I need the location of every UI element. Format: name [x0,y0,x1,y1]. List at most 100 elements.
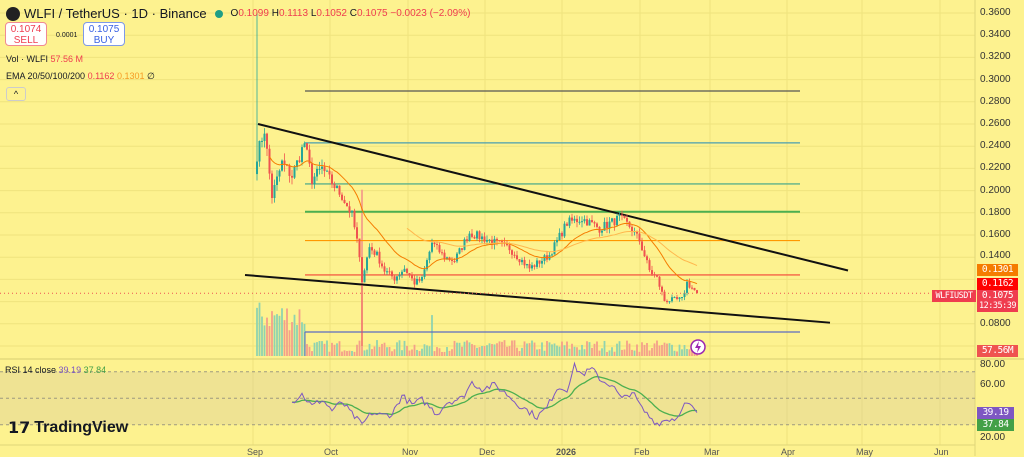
symbol-tag: WLFIUSDT [932,290,976,302]
rsi-ma-tag: 37.84 [977,419,1014,431]
candle-body [353,210,356,228]
rsi-axis-label: 80.00 [980,359,1006,370]
candle-body [533,265,536,267]
volume-bar [593,343,596,356]
volume-bar [558,346,561,356]
volume-bar [538,349,541,356]
candle-body [553,242,556,255]
volume-bar [403,340,406,356]
tradingview-logo[interactable]: 𝟭𝟳 TradingView [8,419,129,437]
candle-body [613,218,616,226]
candle-body [658,276,661,287]
candle-body [538,260,541,264]
symbol-title[interactable]: WLFI / TetherUS · 1D · Binance [24,6,207,21]
candle-body [281,160,283,171]
candle-body [551,254,553,256]
candle-body [631,226,633,233]
candle-body [696,290,698,294]
candle-body [646,256,648,261]
time-axis-label: Oct [324,447,339,457]
candle-body [618,214,621,216]
volume-bar [311,351,313,356]
volume-tag: 57.56M [977,345,1018,357]
volume-legend[interactable]: Vol · WLFI 57.56 M [6,54,84,64]
volume-bar [363,350,366,356]
lower-trendline [244,273,831,324]
candle-body [638,233,641,242]
volume-bar [466,340,468,356]
candle-body [438,244,441,253]
time-axis-label: Dec [479,447,496,457]
volume-bar [573,346,576,356]
volume-bar [601,348,603,356]
volume-bar [548,342,551,356]
volume-bar [598,350,601,356]
ema-legend[interactable]: EMA 20/50/100/200 0.1162 0.1301 ∅ [6,71,155,81]
candle-body [473,236,476,239]
candle-body [346,203,348,207]
volume-bar [351,350,353,356]
ema50-price-tag: 0.1301 [977,264,1018,276]
volume-bar [378,346,381,356]
candle-body [313,176,316,184]
volume-bar [473,345,476,356]
candle-body [356,227,358,239]
candle-body [576,218,578,223]
candle-body [588,220,591,226]
candle-body [303,143,306,148]
candle-body [676,297,678,299]
candle-body [671,297,673,302]
price-axis-label: 0.2000 [980,184,1011,196]
candle-body [383,266,386,272]
collapse-legend-button[interactable]: ^ [6,87,26,101]
volume-bar [411,349,413,356]
volume-bar [306,344,308,356]
candle-body [343,199,346,204]
volume-bar [531,340,533,356]
candle-body [641,241,643,251]
candle-body [311,163,313,184]
candle-body [558,232,561,241]
candle-body [693,287,696,291]
volume-bar [333,344,336,356]
volume-bar [486,345,488,356]
volume-bar [666,343,668,356]
tv-logo-icon: 𝟭𝟳 [8,420,31,437]
volume-bar [273,315,276,356]
candle-body [401,271,403,275]
volume-bar [341,351,343,356]
sell-button[interactable]: 0.1074 SELL [5,22,47,46]
candle-body [363,270,366,283]
candle-body [498,240,501,242]
candle-body [653,274,656,276]
candle-body [321,166,323,169]
candle-body [271,173,273,198]
volume-bar [308,346,311,356]
time-axis-label: Nov [402,447,419,457]
candle-body [606,221,608,229]
volume-bar [658,345,661,356]
volume-bar [421,348,423,356]
candle-body [616,215,618,226]
buy-button[interactable]: 0.1075 BUY [83,22,125,46]
candle-body [578,221,581,223]
volume-bar [576,347,578,356]
candle-body [301,147,303,162]
candle-body [338,185,341,195]
volume-bar [416,349,418,356]
volume-bar [371,349,373,356]
volume-bar [483,346,486,356]
candle-body [386,271,388,273]
volume-bar [428,346,431,356]
candle-body [626,217,628,222]
volume-bar [443,351,446,356]
candle-body [491,239,493,245]
volume-bar [413,344,416,356]
volume-bar [623,349,626,356]
candle-body [648,260,651,271]
volume-bar [616,343,618,356]
candle-body [661,286,663,292]
rsi-legend[interactable]: RSI 14 close 39.19 37.84 [5,365,107,375]
volume-bar [588,342,591,356]
